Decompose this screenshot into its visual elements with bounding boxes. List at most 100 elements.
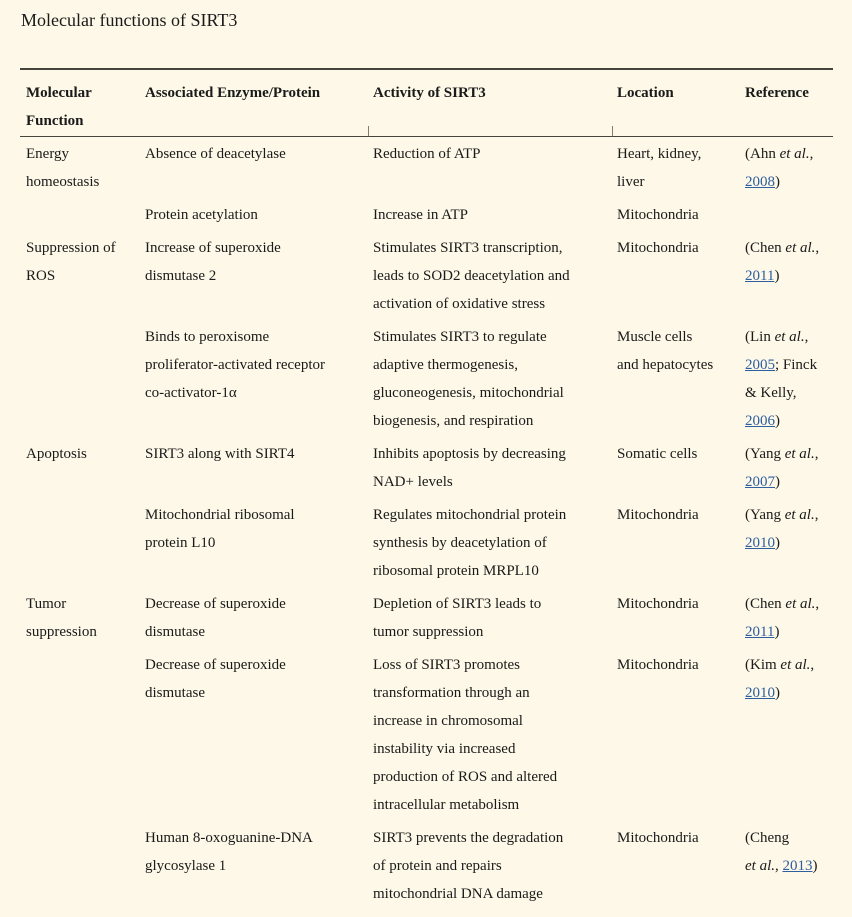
reference-cell: (Yang et al., 2010)	[745, 498, 833, 587]
reference-year-link[interactable]: 2011	[745, 624, 775, 640]
activity-cell: Loss of SIRT3 promotes transformation th…	[373, 657, 558, 813]
table-row: Tumor suppression Decrease of superoxide …	[20, 587, 833, 648]
reference-text: ; Finck & Kelly,	[745, 357, 818, 401]
reference-text: ,	[775, 858, 783, 874]
reference-text: (Yang	[745, 507, 785, 523]
reference-text: ,	[814, 446, 819, 462]
reference-cell: (Cheng et al., 2013)	[745, 821, 833, 910]
reference-et-al: et al.	[774, 329, 805, 345]
reference-text: )	[775, 174, 780, 190]
location-cell: Mitochondria	[617, 207, 699, 223]
reference-text: ,	[815, 240, 820, 256]
table-row: Binds to peroxisome proliferator-activat…	[20, 320, 833, 437]
reference-text: ,	[809, 146, 814, 162]
activity-cell: SIRT3 prevents the degradation of protei…	[373, 830, 564, 902]
molecular-function-cell: Suppression of ROS	[26, 240, 116, 284]
reference-text: )	[775, 413, 780, 429]
reference-year-link[interactable]: 2011	[745, 268, 775, 284]
activity-cell: Stimulates SIRT3 transcription, leads to…	[373, 240, 570, 312]
reference-text: (Lin	[745, 329, 775, 345]
location-cell: Somatic cells	[617, 446, 698, 462]
reference-et-al: et al.	[779, 146, 810, 162]
molecular-function-cell	[20, 498, 145, 587]
header-reference: Reference	[745, 69, 833, 137]
table-row: Human 8-oxoguanine-DNA glycosylase 1 SIRT…	[20, 821, 833, 910]
molecular-function-cell: Tumor suppression	[26, 596, 97, 640]
reference-cell: (Yang et al., 2007)	[745, 437, 833, 498]
reference-cell: (Ahn et al., 2008)	[745, 137, 833, 199]
associated-enzyme-cell: Mitochondrial ribosomal protein L10	[145, 507, 295, 551]
activity-cell: Inhibits apoptosis by decreasing NAD+ le…	[373, 446, 566, 490]
reference-text: (Yang	[745, 446, 785, 462]
reference-text: (Kim	[745, 657, 781, 673]
reference-text: (Chen	[745, 240, 786, 256]
reference-year-link[interactable]: 2013	[782, 858, 813, 874]
reference-text: ,	[814, 507, 819, 523]
associated-enzyme-cell: Decrease of superoxide dismutase	[145, 596, 286, 640]
table-body: Energy homeostasis Absence of deacetylase…	[20, 137, 833, 911]
location-cell: Mitochondria	[617, 657, 699, 673]
molecular-function-cell: Energy homeostasis	[26, 146, 100, 190]
column-divider-tick	[368, 126, 369, 137]
header-location: Location	[617, 69, 745, 137]
reference-cell: (Kim et al., 2010)	[745, 648, 833, 821]
reference-text: ,	[804, 329, 809, 345]
header-row: Molecular Function Associated Enzyme/Pro…	[20, 69, 833, 137]
reference-year-link[interactable]: 2010	[745, 685, 775, 701]
header-molecular-function: Molecular Function	[20, 69, 145, 137]
reference-text: ,	[810, 657, 815, 673]
activity-cell: Reduction of ATP	[373, 146, 481, 162]
location-cell: Mitochondria	[617, 507, 699, 523]
reference-year-link[interactable]: 2007	[745, 474, 775, 490]
reference-year-link[interactable]: 2008	[745, 174, 775, 190]
activity-cell: Depletion of SIRT3 leads to tumor suppre…	[373, 596, 542, 640]
molecular-function-cell	[20, 821, 145, 910]
reference-text: (Ahn	[745, 146, 780, 162]
reference-text: (Chen	[745, 596, 786, 612]
associated-enzyme-cell: SIRT3 along with SIRT4	[145, 446, 295, 462]
header-activity-of-sirt3: Activity of SIRT3	[373, 69, 617, 137]
column-divider-tick	[612, 126, 613, 137]
location-cell: Mitochondria	[617, 240, 699, 256]
associated-enzyme-cell: Binds to peroxisome proliferator-activat…	[145, 329, 326, 401]
associated-enzyme-cell: Decrease of superoxide dismutase	[145, 657, 286, 701]
reference-text: )	[775, 535, 780, 551]
table-row: Protein acetylation Increase in ATP Mitoch…	[20, 198, 833, 231]
reference-text: )	[775, 474, 780, 490]
reference-text: )	[812, 858, 818, 874]
reference-year-link[interactable]: 2010	[745, 535, 775, 551]
reference-text: )	[774, 268, 780, 284]
reference-text: )	[774, 624, 780, 640]
table-row: Decrease of superoxide dismutase Loss of …	[20, 648, 833, 821]
reference-cell: (Lin et al., 2005; Finck & Kelly, 2006)	[745, 320, 833, 437]
table-row: Apoptosis SIRT3 along with SIRT4 Inhibits …	[20, 437, 833, 498]
page-title: Molecular functions of SIRT3	[21, 10, 238, 30]
reference-et-al: et al.	[784, 446, 815, 462]
reference-text: )	[775, 685, 780, 701]
reference-et-al: et al.	[745, 858, 775, 874]
location-cell: Muscle cells and hepatocytes	[617, 329, 714, 373]
reference-et-al: et al.	[785, 240, 816, 256]
header-associated-enzyme-protein: Associated Enzyme/Protein	[145, 69, 373, 137]
reference-cell	[745, 198, 833, 231]
reference-cell: (Chen et al., 2011)	[745, 231, 833, 320]
associated-enzyme-cell: Protein acetylation	[145, 207, 258, 223]
reference-et-al: et al.	[780, 657, 811, 673]
reference-year-link[interactable]: 2005	[745, 357, 775, 373]
reference-year-link[interactable]: 2006	[745, 413, 775, 429]
associated-enzyme-cell: Absence of deacetylase	[145, 146, 286, 162]
associated-enzyme-cell: Increase of superoxide dismutase 2	[145, 240, 281, 284]
location-cell: Mitochondria	[617, 830, 699, 846]
reference-text: (Cheng	[745, 830, 790, 846]
table-row: Mitochondrial ribosomal protein L10 Regul…	[20, 498, 833, 587]
associated-enzyme-cell: Human 8-oxoguanine-DNA glycosylase 1	[145, 830, 313, 874]
functions-table-container: Molecular Function Associated Enzyme/Pro…	[20, 68, 833, 910]
table-row: Energy homeostasis Absence of deacetylase…	[20, 137, 833, 199]
reference-cell: (Chen et al., 2011)	[745, 587, 833, 648]
activity-cell: Increase in ATP	[373, 207, 468, 223]
molecular-function-cell	[20, 648, 145, 821]
reference-text: ,	[815, 596, 820, 612]
molecular-function-cell: Apoptosis	[26, 446, 87, 462]
reference-et-al: et al.	[784, 507, 815, 523]
molecular-functions-table: Molecular Function Associated Enzyme/Pro…	[20, 68, 833, 910]
